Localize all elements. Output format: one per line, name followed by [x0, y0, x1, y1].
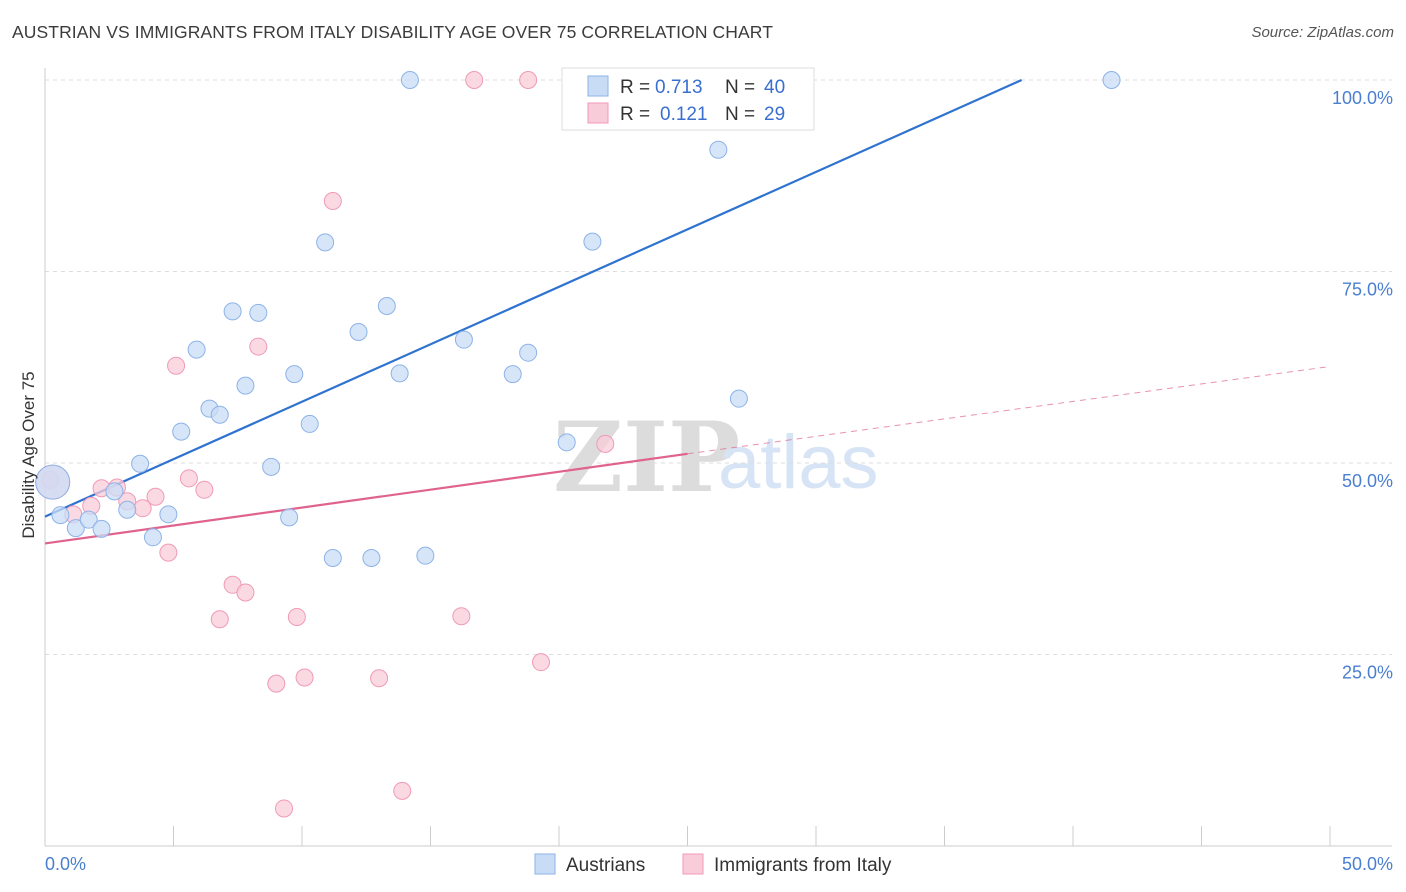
point-italy — [393, 781, 412, 800]
point-italy — [146, 487, 165, 506]
point-austrians — [454, 330, 473, 349]
point-austrians — [349, 323, 368, 342]
point-austrians — [223, 302, 242, 321]
axes: 25.0% 50.0% 75.0% 100.0% 0.0% 50.0% — [44, 68, 1393, 874]
point-austrians — [280, 508, 299, 527]
y-tick-label: 75.0% — [1342, 280, 1393, 300]
stats-legend: R = 0.713 N = 40 R = 0.121 N = 29 — [561, 67, 815, 131]
y-axis-label: Disability Age Over 75 — [19, 371, 38, 538]
series-legend: Austrians Immigrants from Italy — [534, 853, 892, 876]
gridlines — [45, 79, 1392, 655]
stats-n-label-2: N = — [725, 104, 755, 125]
point-austrians — [92, 519, 111, 538]
legend-label-italy: Immigrants from Italy — [714, 855, 892, 876]
point-austrians — [143, 528, 162, 547]
point-austrians — [300, 414, 319, 433]
point-austrians — [118, 500, 137, 519]
point-austrians — [1102, 71, 1121, 89]
trend-line-austrians — [44, 78, 1023, 518]
point-austrians — [236, 376, 255, 395]
point-austrians — [316, 233, 335, 252]
point-italy — [210, 610, 229, 629]
legend-label-austrians: Austrians — [566, 855, 645, 876]
point-austrians — [362, 548, 381, 567]
point-austrians — [105, 482, 124, 501]
point-austrians — [729, 389, 748, 408]
point-austrians — [519, 343, 538, 362]
point-italy — [275, 799, 294, 818]
point-italy — [195, 480, 214, 499]
point-italy — [287, 607, 306, 626]
point-austrians — [159, 505, 178, 524]
point-austrians — [400, 71, 419, 89]
legend-swatch-italy — [682, 853, 704, 875]
point-austrians — [51, 506, 70, 525]
point-austrians — [583, 232, 602, 251]
point-italy — [179, 469, 198, 488]
point-austrians — [285, 365, 304, 384]
point-italy — [370, 669, 389, 688]
point-austrians — [187, 340, 206, 359]
point-italy — [596, 434, 615, 453]
point-austrians — [503, 365, 522, 384]
point-austrians — [390, 364, 409, 383]
stats-r-label-1: R = — [620, 77, 650, 98]
watermark-zip: ZIP — [553, 401, 740, 514]
legend-swatch-austrians — [534, 853, 556, 875]
y-tick-label: 100.0% — [1332, 88, 1393, 108]
stats-n-label-1: N = — [725, 77, 755, 98]
point-austrians — [35, 464, 71, 500]
x-tick-label: 0.0% — [45, 854, 86, 874]
point-austrians — [131, 454, 150, 473]
point-austrians — [377, 296, 396, 315]
point-austrians — [66, 519, 85, 538]
trend-line-italy-extension — [687, 365, 1331, 455]
point-austrians — [249, 303, 268, 322]
source-label: Source: ZipAtlas.com — [1251, 24, 1394, 41]
x-tick-label: 50.0% — [1342, 854, 1393, 874]
stats-r-value-2: 0.121 — [660, 104, 708, 125]
point-austrians — [79, 510, 98, 529]
point-italy — [236, 583, 255, 602]
y-tick-label: 25.0% — [1342, 663, 1393, 683]
data-points — [35, 71, 1121, 818]
stats-swatch-italy — [587, 102, 609, 124]
stats-n-value-2: 29 — [764, 104, 785, 125]
y-tick-label: 50.0% — [1342, 471, 1393, 491]
stats-swatch-austrians — [587, 75, 609, 97]
point-italy — [295, 668, 314, 687]
point-italy — [452, 607, 471, 626]
point-italy — [519, 71, 538, 89]
point-italy — [465, 71, 484, 89]
point-austrians — [709, 140, 728, 159]
point-austrians — [557, 433, 576, 452]
stats-r-value-1: 0.713 — [655, 77, 703, 98]
point-italy — [532, 653, 551, 672]
point-italy — [167, 356, 186, 375]
point-italy — [249, 337, 268, 356]
point-austrians — [210, 405, 229, 424]
point-italy — [267, 674, 286, 693]
point-austrians — [262, 457, 281, 476]
point-italy — [159, 543, 178, 562]
point-austrians — [323, 548, 342, 567]
point-italy — [323, 192, 342, 211]
stats-r-label-2: R = — [620, 104, 650, 125]
stats-n-value-1: 40 — [764, 77, 785, 98]
chart-title: AUSTRIAN VS IMMIGRANTS FROM ITALY DISABI… — [12, 22, 774, 42]
point-austrians — [416, 546, 435, 565]
point-austrians — [172, 422, 191, 441]
